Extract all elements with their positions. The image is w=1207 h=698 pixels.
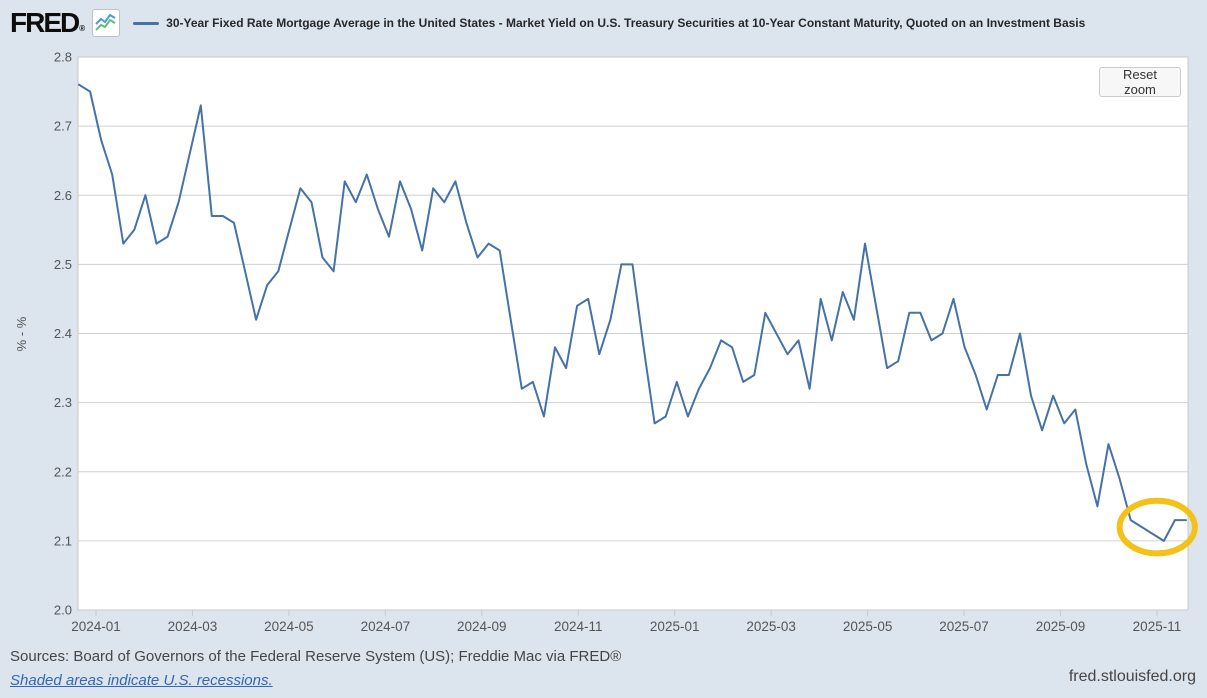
x-tick-label: 2025-11 bbox=[1133, 619, 1182, 634]
x-tick-label: 2025-09 bbox=[1036, 619, 1086, 634]
y-tick-label: 2.5 bbox=[54, 257, 72, 272]
y-tick-label: 2.8 bbox=[54, 50, 72, 65]
sources-text: Sources: Board of Governors of the Feder… bbox=[10, 648, 622, 665]
x-tick-label: 2024-07 bbox=[361, 619, 411, 634]
y-tick-label: 2.1 bbox=[54, 533, 72, 548]
x-tick-label: 2025-05 bbox=[843, 619, 893, 634]
y-tick-label: 2.4 bbox=[54, 326, 72, 341]
fred-logo: FRED ® bbox=[10, 7, 86, 38]
x-tick-label: 2025-07 bbox=[939, 619, 989, 634]
fred-watermark-link[interactable]: fred.stlouisfed.org bbox=[1068, 668, 1196, 685]
x-tick-label: 2024-01 bbox=[71, 619, 121, 634]
y-axis-title: % - % bbox=[14, 316, 29, 351]
x-tick-label: 2024-05 bbox=[264, 619, 314, 634]
x-tick-label: 2024-09 bbox=[457, 619, 507, 634]
chart-header: FRED ® 30-Year Fixed Rate Mortgage Averag… bbox=[10, 8, 1197, 38]
y-tick-label: 2.7 bbox=[54, 119, 72, 134]
y-tick-label: 2.3 bbox=[54, 395, 72, 410]
series-line[interactable] bbox=[78, 83, 1187, 542]
y-tick-label: 2.2 bbox=[54, 464, 72, 479]
x-tick-label: 2024-03 bbox=[168, 619, 218, 634]
reset-zoom-button[interactable]: Reset zoom bbox=[1099, 67, 1181, 97]
x-tick-label: 2025-03 bbox=[746, 619, 796, 634]
y-tick-label: 2.0 bbox=[54, 603, 72, 618]
recession-note-link[interactable]: Shaded areas indicate U.S. recessions. bbox=[10, 672, 273, 689]
fred-sparkline-icon bbox=[92, 9, 121, 37]
x-tick-label: 2024-11 bbox=[554, 619, 603, 634]
fred-logo-text: FRED bbox=[10, 7, 80, 38]
x-tick-label: 2025-01 bbox=[650, 619, 700, 634]
highlight-ellipse bbox=[1116, 497, 1198, 557]
legend-line-marker bbox=[133, 21, 160, 25]
y-tick-label: 2.6 bbox=[54, 188, 72, 203]
line-chart[interactable]: 2.8 2.7 2.6 2.5 2.4 2.3 2.2 2.1 2.0 % - % 2024-01 2… bbox=[0, 0, 1207, 644]
series-title: 30-Year Fixed Rate Mortgage Average in t… bbox=[166, 16, 1086, 30]
registered-mark: ® bbox=[79, 24, 86, 33]
